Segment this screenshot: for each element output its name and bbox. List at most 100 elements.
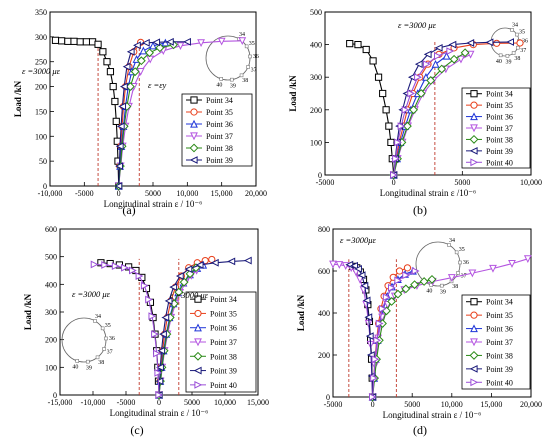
x-tick-label: 0 — [117, 189, 121, 198]
data-point — [76, 38, 84, 46]
data-point — [155, 377, 164, 386]
panel-caption: (c) — [130, 423, 143, 437]
legend-entry: Point 34 — [486, 90, 513, 99]
x-tick-label: -5000 — [324, 400, 343, 409]
data-point — [369, 393, 377, 401]
legend-swatch-marker — [470, 298, 478, 306]
data-point — [362, 45, 370, 54]
gauge-label: 36 — [463, 260, 469, 266]
data-point — [129, 266, 137, 275]
data-point — [140, 281, 149, 290]
data-point — [392, 154, 400, 163]
data-point — [388, 283, 396, 292]
data-point — [431, 59, 440, 68]
gauge-mark — [104, 336, 108, 341]
data-point — [373, 336, 382, 345]
panel-caption: (b) — [413, 203, 427, 217]
gauge-mark — [246, 65, 250, 69]
data-point — [374, 73, 383, 81]
y-tick-label: 600 — [318, 267, 330, 276]
data-point — [115, 162, 123, 171]
data-point — [442, 51, 451, 60]
y-tick-label: 800 — [318, 225, 330, 234]
data-point — [197, 39, 205, 48]
data-point — [407, 89, 416, 98]
data-point — [64, 37, 72, 45]
gauge-mark — [447, 243, 451, 247]
y-tick-label: 300 — [310, 73, 322, 82]
data-point — [446, 47, 455, 56]
legend-entry: Point 37 — [206, 132, 233, 141]
gauge-label: 40 — [216, 83, 222, 89]
gauge-label: 35 — [249, 41, 255, 47]
gauge-label: 35 — [519, 29, 525, 35]
legend-swatch-marker — [189, 156, 198, 164]
data-point — [382, 293, 391, 302]
data-point — [176, 42, 185, 51]
gauge-mark — [505, 53, 510, 58]
chart-panel: -10,000 -5000 0 5000 10,000 15,000 20,000 0 50 10… — [13, 8, 267, 217]
gauge-mark — [458, 260, 462, 265]
legend-entry: Point 39 — [486, 365, 513, 374]
y-tick-label: 300 — [45, 308, 57, 317]
series-point-34 — [346, 40, 398, 179]
gauge-mark — [93, 319, 97, 323]
chart-panel: -5000 0 5000 10,0000100200300400500Longitud… — [288, 8, 542, 217]
x-tick-label: 20,000 — [520, 400, 542, 409]
x-tick-label: 5000 — [454, 178, 470, 187]
gauge-label: 37 — [520, 48, 526, 54]
data-point — [243, 256, 252, 265]
x-tick-label: 20,000 — [245, 189, 267, 198]
x-tick-label: 10,000 — [441, 400, 463, 409]
legend-swatch-marker — [469, 364, 478, 373]
gauge-mark — [515, 32, 519, 37]
data-point — [149, 41, 157, 50]
gauge-label: 37 — [251, 67, 257, 73]
data-point — [371, 355, 380, 364]
data-point — [423, 50, 432, 59]
data-point — [58, 37, 66, 45]
gauge-mark — [498, 53, 503, 58]
data-point — [174, 287, 184, 297]
gauge-label: 36 — [109, 336, 115, 342]
annotation: ε =3000 με — [170, 290, 209, 300]
data-point — [153, 349, 161, 358]
y-tick-label: 200 — [310, 106, 322, 115]
data-point — [426, 76, 436, 85]
gauge-label: 39 — [440, 290, 446, 296]
data-point — [357, 271, 366, 280]
legend-entry: Point 36 — [206, 120, 233, 129]
x-tick-label: 5000 — [145, 189, 161, 198]
x-tick-label: 0 — [157, 398, 161, 407]
y-tick-label: 350 — [35, 8, 47, 17]
data-point — [99, 48, 107, 56]
data-point — [434, 52, 442, 60]
gauge-mark — [75, 359, 80, 363]
legend-swatch-marker — [470, 338, 478, 347]
gauge-label: 39 — [230, 84, 236, 90]
legend-entry: Point 38 — [210, 352, 237, 361]
data-point — [179, 277, 189, 287]
data-point — [460, 48, 470, 58]
legend-swatch-marker — [194, 380, 203, 389]
gauge-label: 34 — [449, 238, 455, 244]
x-tick-label: 15,000 — [480, 400, 502, 409]
gauge-circle — [61, 317, 107, 363]
data-point — [121, 263, 129, 272]
y-tick-label: 0 — [326, 393, 330, 402]
series-point-40 — [90, 260, 164, 399]
series-point-39 — [154, 256, 252, 399]
legend: Point 34 Point 35 Point 36 Point 37 Point 38… — [461, 294, 531, 390]
data-point — [111, 97, 119, 106]
legend: Point 34 Point 35 Point 36 Point 37 Point 38… — [185, 291, 257, 393]
legend-swatch-marker — [470, 324, 478, 333]
data-point — [139, 46, 148, 55]
legend-swatch-marker — [469, 351, 479, 360]
legend-entry: Point 39 — [486, 147, 513, 156]
data-point — [103, 58, 111, 66]
data-point — [390, 171, 398, 179]
series-point-39 — [114, 37, 191, 190]
data-point — [489, 264, 497, 273]
